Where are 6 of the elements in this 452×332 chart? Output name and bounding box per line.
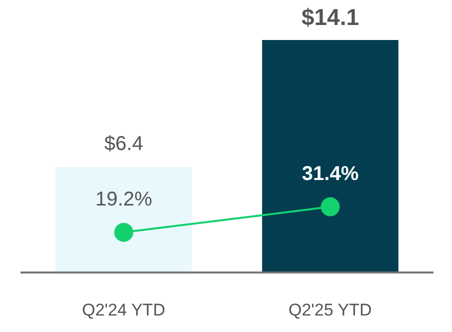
data-label: 19.2%: [95, 188, 152, 210]
data-label: $14.1: [301, 4, 360, 30]
data-label: $6.4: [104, 132, 144, 155]
data-label: 31.4%: [302, 162, 359, 185]
x-tick-label: Q2'24 YTD: [82, 300, 166, 320]
x-tick-label: Q2'25 YTD: [288, 300, 372, 320]
